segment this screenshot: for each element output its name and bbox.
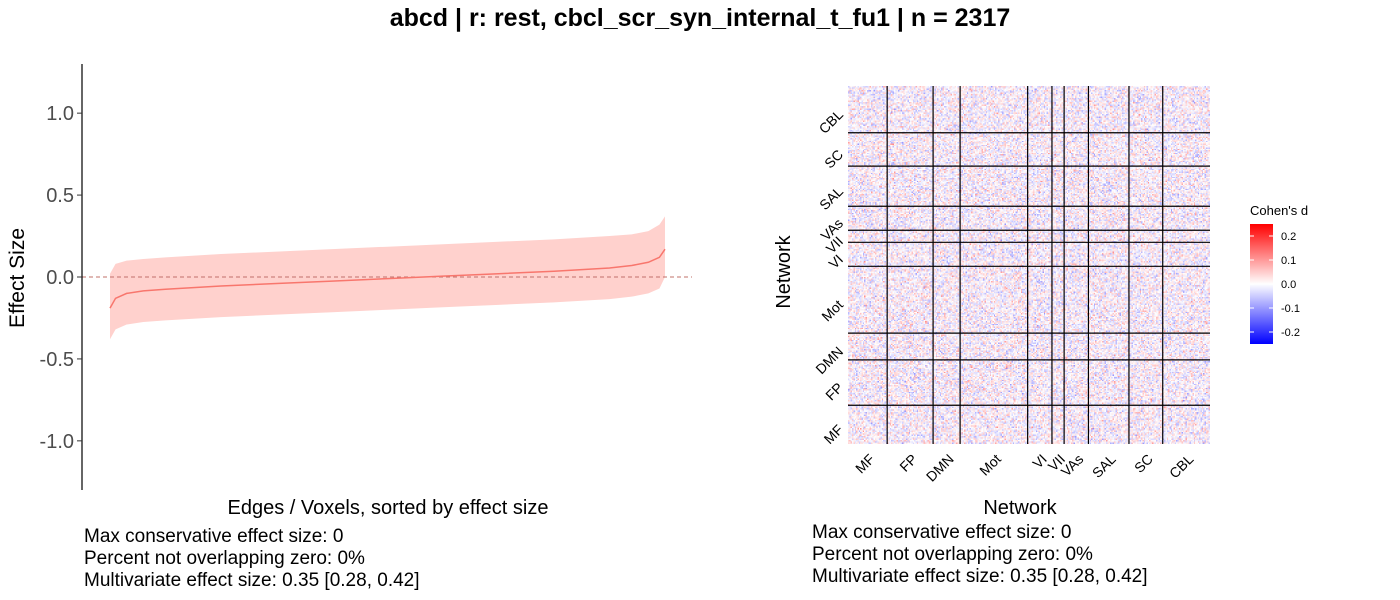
x-network-label: SAL (1089, 451, 1119, 481)
y-network-label: DMN (812, 343, 846, 377)
legend-tick-label: 0.1 (1281, 255, 1296, 267)
heatmap-matrix (848, 86, 1210, 444)
color-legend: Cohen's d 0.2 0.1 0.0 -0.1 -0.2 (1250, 203, 1308, 344)
x-axis-label: Edges / Voxels, sorted by effect size (228, 497, 549, 519)
y-network-label: FP (822, 379, 846, 403)
legend-tick-label: 0.2 (1281, 231, 1296, 243)
effect-size-line (109, 248, 666, 309)
right-stat-multivariate: Multivariate effect size: 0.35 [0.28, 0.… (812, 566, 1148, 587)
x-network-label: CBL (1166, 451, 1197, 482)
y-tick-label: -0.5 (40, 349, 74, 371)
right-stats-block: Max conservative effect size: 0 Percent … (812, 522, 1148, 588)
legend-tick-label: -0.2 (1281, 327, 1300, 339)
legend-tick-label: 0.0 (1281, 279, 1296, 291)
y-axis-label: Effect Size (6, 228, 29, 328)
y-network-label: MF (821, 421, 847, 447)
legend-title: Cohen's d (1250, 203, 1308, 218)
sorted-effect-panel: 1.0 0.5 0.0 -0.5 -1.0 Effect Size Edges / Vo… (6, 64, 692, 519)
y-tick-label: 0.5 (46, 185, 74, 207)
x-network-label: DMN (923, 451, 957, 485)
right-stat-percent-not-overlapping: Percent not overlapping zero: 0% (812, 544, 1093, 565)
heatmap-x-axis-label: Network (983, 497, 1057, 519)
y-network-label: Mot (818, 296, 846, 324)
x-network-label: Mot (976, 451, 1004, 479)
y-network-label: CBL (816, 106, 847, 137)
x-network-label: FP (896, 451, 920, 475)
figure-title: abcd | r: rest, cbcl_scr_syn_internal_t_… (389, 4, 1011, 32)
y-tick-label: 1.0 (46, 103, 74, 125)
right-stat-max-conservative: Max conservative effect size: 0 (812, 522, 1072, 543)
legend-tick-label: -0.1 (1281, 303, 1300, 315)
confidence-band (110, 216, 665, 340)
left-stat-max-conservative: Max conservative effect size: 0 (84, 526, 344, 547)
x-network-label: VAs (1058, 451, 1087, 480)
left-stats-block: Max conservative effect size: 0 Percent … (84, 526, 420, 592)
y-network-label: SAL (816, 183, 846, 213)
y-network-label: SC (821, 146, 846, 171)
heatmap-y-axis-label: Network (773, 234, 795, 308)
x-network-label: MF (852, 451, 878, 477)
x-network-label: SC (1131, 451, 1156, 476)
left-stat-percent-not-overlapping: Percent not overlapping zero: 0% (84, 548, 365, 569)
y-tick-label: 0.0 (46, 267, 74, 289)
left-stat-multivariate: Multivariate effect size: 0.35 [0.28, 0.… (84, 570, 420, 591)
y-network-label: VI (825, 251, 846, 272)
legend-colorbar (1250, 224, 1273, 344)
y-tick-label: -1.0 (40, 431, 74, 453)
